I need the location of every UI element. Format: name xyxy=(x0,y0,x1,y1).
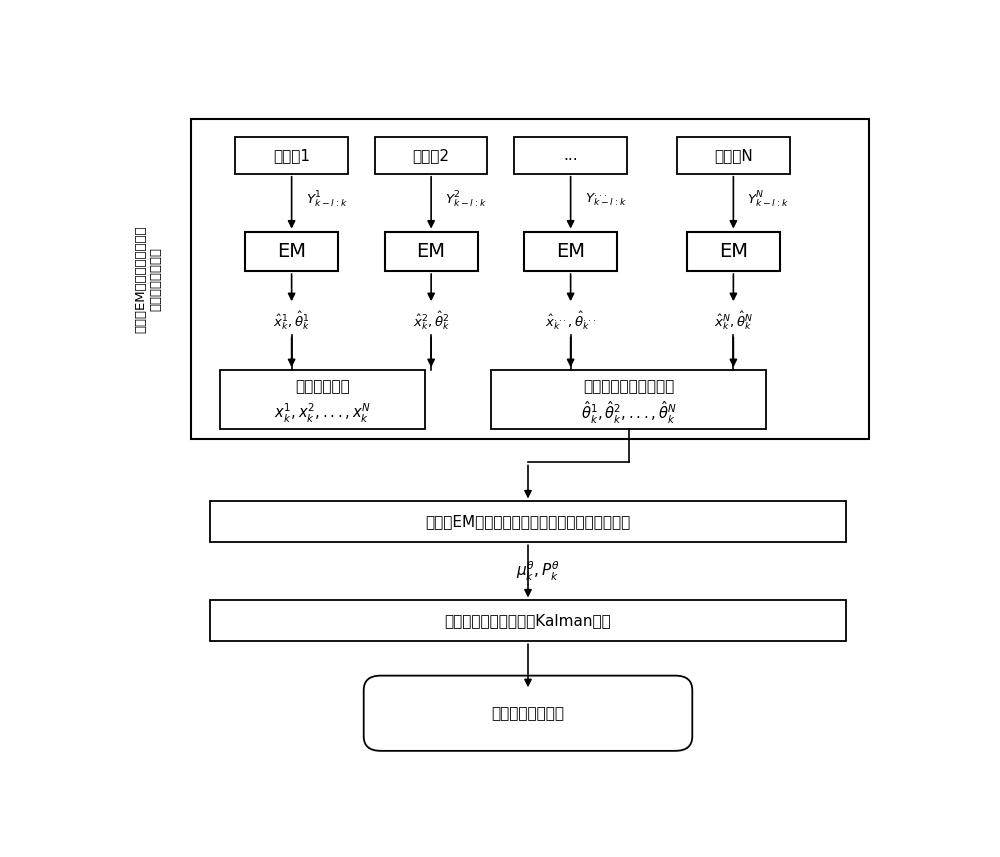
FancyBboxPatch shape xyxy=(385,231,478,271)
Text: EM: EM xyxy=(556,242,585,261)
Text: 协方差校正滤波值: 协方差校正滤波值 xyxy=(492,705,564,721)
FancyBboxPatch shape xyxy=(210,501,846,542)
Text: 均值和协方差联合校正Kalman滤波: 均值和协方差联合校正Kalman滤波 xyxy=(445,614,611,628)
Text: EM: EM xyxy=(719,242,748,261)
Text: ...: ... xyxy=(563,148,578,163)
Text: $\hat{\theta}_k^1, \hat{\theta}_k^2,...,\hat{\theta}_k^N$: $\hat{\theta}_k^1, \hat{\theta}_k^2,...,… xyxy=(581,400,677,426)
Text: $\hat{x}_k^N, \hat{\theta}_k^N$: $\hat{x}_k^N, \hat{\theta}_k^N$ xyxy=(714,309,753,332)
Text: 第二层EM：混合多高斯拟合辨识摄动力一二阶矩: 第二层EM：混合多高斯拟合辨识摄动力一二阶矩 xyxy=(425,514,631,530)
FancyBboxPatch shape xyxy=(687,231,780,271)
Text: 第一层EM：联合状态估计与
摄动力一阶矩辨识: 第一层EM：联合状态估计与 摄动力一阶矩辨识 xyxy=(134,225,162,333)
FancyBboxPatch shape xyxy=(235,137,348,174)
Text: $\hat{x}_k^2, \hat{\theta}_k^2$: $\hat{x}_k^2, \hat{\theta}_k^2$ xyxy=(413,309,450,332)
Text: 状态估计集合: 状态估计集合 xyxy=(295,379,350,394)
FancyBboxPatch shape xyxy=(677,137,790,174)
Text: 传感器N: 传感器N xyxy=(714,148,753,163)
Text: $\mu_k^{\theta}, P_k^{\theta}$: $\mu_k^{\theta}, P_k^{\theta}$ xyxy=(516,560,560,583)
Text: $\hat{x}_k^1, \hat{\theta}_k^1$: $\hat{x}_k^1, \hat{\theta}_k^1$ xyxy=(273,309,310,332)
FancyBboxPatch shape xyxy=(191,119,869,440)
FancyBboxPatch shape xyxy=(245,231,338,271)
Text: $\hat{x}_k^{...},\hat{\theta}_k^{...}$: $\hat{x}_k^{...},\hat{\theta}_k^{...}$ xyxy=(545,309,596,332)
FancyBboxPatch shape xyxy=(524,231,617,271)
FancyBboxPatch shape xyxy=(220,370,425,429)
FancyBboxPatch shape xyxy=(375,137,487,174)
Text: 传感器2: 传感器2 xyxy=(413,148,450,163)
Text: $Y_{k-l:k}^{2}$: $Y_{k-l:k}^{2}$ xyxy=(445,189,487,209)
FancyBboxPatch shape xyxy=(210,601,846,641)
FancyBboxPatch shape xyxy=(364,675,692,751)
Text: EM: EM xyxy=(417,242,446,261)
Text: 摄动力一阶矩辨识集合: 摄动力一阶矩辨识集合 xyxy=(583,379,674,394)
FancyBboxPatch shape xyxy=(491,370,766,429)
Text: $x_k^1, x_k^2,...,x_k^N$: $x_k^1, x_k^2,...,x_k^N$ xyxy=(274,401,371,424)
Text: $Y_{k-l:k}^{N}$: $Y_{k-l:k}^{N}$ xyxy=(747,189,789,209)
FancyBboxPatch shape xyxy=(514,137,627,174)
Text: 传感器1: 传感器1 xyxy=(273,148,310,163)
Text: $Y_{k-l:k}^{1}$: $Y_{k-l:k}^{1}$ xyxy=(306,189,347,209)
Text: EM: EM xyxy=(277,242,306,261)
Text: $Y_{k-l:k}^{...}$: $Y_{k-l:k}^{...}$ xyxy=(585,191,626,207)
